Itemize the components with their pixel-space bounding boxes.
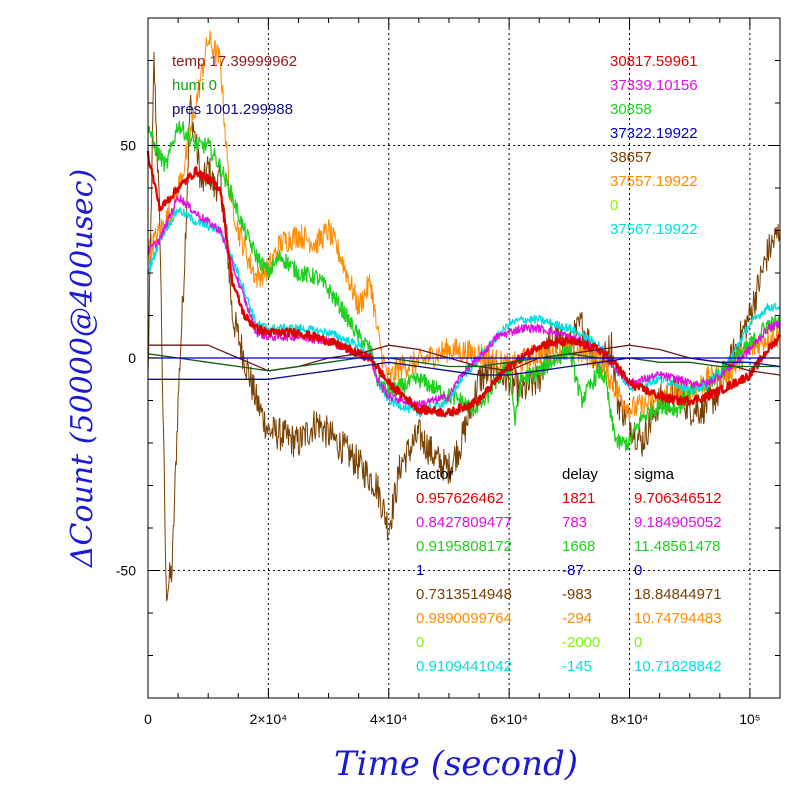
x-axis-label: Time (second) — [334, 744, 578, 784]
series-line — [148, 344, 781, 376]
y-tick-label: 50 — [120, 138, 136, 154]
table-cell-factor: 0.7313514948 — [416, 586, 512, 603]
table-cell-delay: -983 — [562, 586, 592, 603]
axis-ticks — [147, 18, 780, 698]
table-cell-delay: 783 — [562, 514, 587, 531]
tick-labels: 0 2×10⁴ 4×10⁴ 6×10⁴ 8×10⁴ 10⁵ 50 0 -50 — [116, 138, 761, 728]
right-value-label: 30858 — [610, 101, 652, 118]
table-cell-sigma: 9.184905052 — [634, 514, 722, 531]
table-header: delay — [562, 466, 598, 483]
right-value-label: 37339.10156 — [610, 77, 698, 94]
table-cell-delay: -87 — [562, 562, 584, 579]
annotations: temp 17.39999962 humi 0 pres 1001.299988 30… — [172, 53, 722, 675]
table-cell-sigma: 0 — [634, 634, 642, 651]
x-tick-label: 2×10⁴ — [250, 711, 288, 727]
table-cell-factor: 0.9195808172 — [416, 538, 512, 555]
table-header: factor — [416, 466, 454, 483]
y-tick-label: -50 — [116, 563, 136, 579]
table-cell-factor: 0 — [416, 634, 424, 651]
x-tick-label: 10⁵ — [739, 711, 760, 727]
table-cell-delay: -145 — [562, 658, 592, 675]
env-label: pres 1001.299988 — [172, 101, 293, 118]
table-cell-factor: 0.8427809477 — [416, 514, 512, 531]
series-line — [147, 207, 781, 418]
env-label: humi 0 — [172, 77, 217, 94]
table-cell-sigma: 10.71828842 — [634, 658, 722, 675]
x-tick-label: 8×10⁴ — [611, 711, 649, 727]
y-axis-label: ΔCount (50000@400usec) — [65, 169, 100, 568]
table-cell-sigma: 18.84844971 — [634, 586, 722, 603]
right-value-label: 38657 — [610, 149, 652, 166]
series-line — [146, 150, 782, 418]
series-layer — [146, 30, 782, 602]
right-value-label: 37567.19922 — [610, 221, 698, 238]
x-tick-label: 0 — [144, 711, 152, 727]
table-cell-sigma: 9.706346512 — [634, 490, 722, 507]
right-value-label: 37322.19922 — [610, 125, 698, 142]
table-header: sigma — [634, 466, 675, 483]
table-cell-factor: 0.9890099764 — [416, 610, 512, 627]
table-cell-delay: -2000 — [562, 634, 600, 651]
env-label: temp 17.39999962 — [172, 53, 297, 70]
series-line — [147, 120, 781, 452]
table-cell-delay: -294 — [562, 610, 592, 627]
table-cell-factor: 1 — [416, 562, 424, 579]
table-cell-sigma: 11.48561478 — [634, 538, 720, 555]
series-line — [147, 353, 780, 372]
right-value-label: 37557.19922 — [610, 173, 698, 190]
table-cell-factor: 0.9109441042 — [416, 658, 512, 675]
table-cell-sigma: 0 — [634, 562, 642, 579]
x-tick-label: 6×10⁴ — [490, 711, 528, 727]
table-cell-sigma: 10.74794483 — [634, 610, 722, 627]
table-cell-delay: 1821 — [562, 490, 595, 507]
table-cell-delay: 1668 — [562, 538, 595, 555]
table-cell-factor: 0.957626462 — [416, 490, 504, 507]
series-line — [147, 194, 781, 409]
y-tick-label: 0 — [128, 350, 136, 366]
right-value-label: 0 — [610, 197, 618, 214]
x-tick-label: 4×10⁴ — [370, 711, 408, 727]
right-value-label: 30817.59961 — [610, 53, 698, 70]
